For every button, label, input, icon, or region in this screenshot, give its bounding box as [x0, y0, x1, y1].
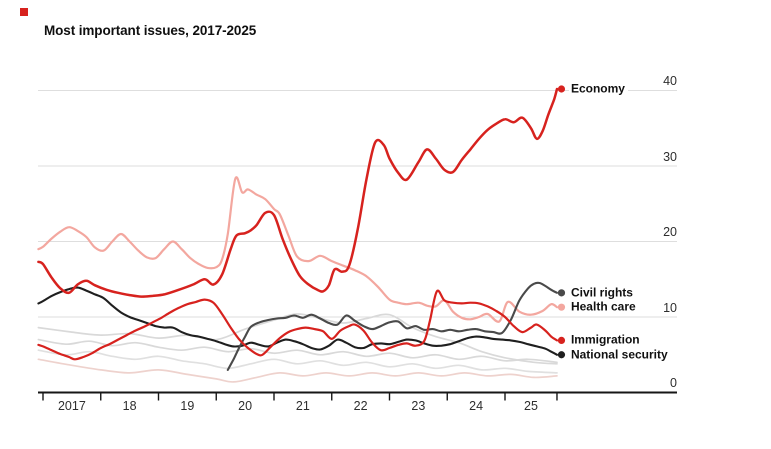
series-line-immigration: [37, 289, 559, 361]
red-square-logo: [20, 8, 28, 16]
legend-label-immigration: Immigration: [568, 332, 643, 348]
background-series-line-2: [37, 349, 558, 374]
y-axis-label-10: 10: [663, 300, 677, 315]
x-axis-label-20: 20: [238, 399, 253, 413]
x-axis-label-18: 18: [122, 399, 137, 413]
y-axis-label-0: 0: [670, 376, 677, 390]
x-axis-label-22: 22: [353, 399, 368, 413]
legend-label-health-care: Health care: [568, 299, 639, 315]
x-axis-label-25: 25: [524, 399, 538, 413]
series-end-dot-civil-rights: [557, 289, 566, 297]
x-axis-label-2017: 2017: [57, 399, 86, 413]
series-end-dot-national-security: [557, 351, 566, 359]
series-line-national-security: [37, 286, 559, 356]
x-axis-label-24: 24: [469, 399, 484, 413]
series-end-dot-economy: [557, 85, 566, 93]
legend-label-civil-rights: Civil rights: [568, 285, 636, 301]
y-axis-label-30: 30: [663, 149, 677, 164]
chart-title: Most important issues, 2017-2025: [44, 23, 257, 38]
series-end-dot-immigration: [557, 336, 566, 345]
background-series-line-3: [37, 358, 558, 383]
series-line-civil-rights: [226, 281, 559, 371]
legend-label-economy: Economy: [568, 81, 628, 97]
series-line-economy: [37, 87, 559, 298]
series-line-health-care: [37, 176, 559, 323]
x-axis-label-19: 19: [180, 399, 195, 413]
x-axis-label-23: 23: [411, 399, 426, 413]
x-axis-label-21: 21: [295, 399, 310, 413]
series-end-dot-health-care: [557, 303, 566, 311]
background-series-line-1: [37, 338, 558, 364]
legend-label-national-security: National security: [568, 347, 671, 363]
y-axis-label-40: 40: [663, 74, 677, 88]
y-axis-label-20: 20: [663, 225, 677, 239]
